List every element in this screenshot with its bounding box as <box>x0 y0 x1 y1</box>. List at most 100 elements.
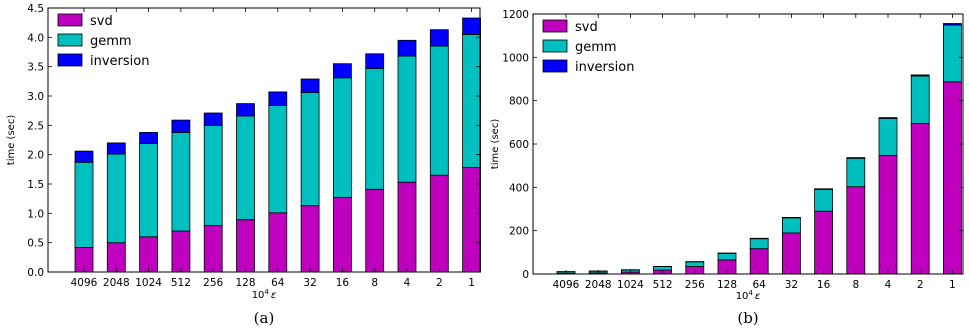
bar-gemm-4096 <box>74 161 94 248</box>
y-tick-label: 0 <box>522 269 529 281</box>
y-tick-label: 1.0 <box>27 208 44 220</box>
bar-inversion-1024 <box>139 131 159 144</box>
plot-frame <box>47 7 481 273</box>
x-tick-label: 512 <box>171 277 191 289</box>
y-tick-label: 3.5 <box>27 62 44 74</box>
bar-svd-1024 <box>139 236 159 273</box>
y-tick-label: 600 <box>509 139 529 151</box>
bar-inversion-32 <box>300 78 320 93</box>
y-tick-label: 400 <box>509 182 529 194</box>
bar-gemm-512 <box>653 266 672 271</box>
x-tick-label: 16 <box>336 277 350 289</box>
bar-inversion-512 <box>171 119 191 133</box>
x-tick-label: 16 <box>817 279 831 291</box>
x-tick-label: 256 <box>203 277 223 289</box>
legend-swatch-inversion <box>542 59 568 73</box>
bar-svd-128 <box>236 219 255 273</box>
legend-label-inversion: inversion <box>575 60 634 75</box>
bar-svd-64 <box>268 212 288 273</box>
x-tick-label: 64 <box>271 277 285 289</box>
bar-gemm-4 <box>878 118 898 156</box>
x-tick-label: 32 <box>303 277 316 289</box>
bar-svd-1 <box>943 81 962 275</box>
bar-inversion-8 <box>365 53 385 69</box>
legend-label-gemm: gemm <box>90 34 132 49</box>
y-tick-label: 0.0 <box>27 267 44 279</box>
legend-swatch-svd <box>542 19 568 33</box>
x-tick-label: 2 <box>917 279 924 291</box>
bar-svd-2 <box>429 174 449 273</box>
y-tick-label: 800 <box>509 96 529 108</box>
x-tick-label: 512 <box>653 279 673 291</box>
bar-svd-8 <box>365 188 385 273</box>
bar-svd-16 <box>332 197 352 273</box>
bar-inversion-16 <box>814 188 833 190</box>
bar-gemm-16 <box>814 189 833 212</box>
y-tick-label: 1200 <box>502 9 529 21</box>
panel-label: (a) <box>254 309 275 327</box>
legend-swatch-inversion <box>57 53 83 67</box>
bar-gemm-8 <box>846 157 866 188</box>
y-axis-label: time (sec) <box>490 119 501 170</box>
bar-inversion-128 <box>236 103 255 117</box>
bar-inversion-4 <box>878 117 898 119</box>
legend-label-inversion: inversion <box>90 54 149 69</box>
y-tick-label: 200 <box>509 226 529 238</box>
x-tick-label: 1 <box>949 279 956 291</box>
y-tick-label: 0.5 <box>27 238 44 250</box>
x-tick-label: 2048 <box>585 279 612 291</box>
legend-swatch-svd <box>57 13 83 27</box>
bar-gemm-32 <box>782 217 801 234</box>
bar-inversion-8 <box>846 157 866 159</box>
y-tick-label: 3.0 <box>27 91 44 103</box>
bar-svd-256 <box>203 225 223 273</box>
bar-inversion-1 <box>462 17 482 35</box>
bar-inversion-256 <box>203 112 223 126</box>
x-tick-label: 128 <box>717 279 737 291</box>
bar-gemm-2 <box>910 75 930 124</box>
bar-svd-32 <box>782 232 801 275</box>
x-tick-label: 1024 <box>135 277 162 289</box>
bar-svd-4 <box>397 181 417 273</box>
y-tick-label: 2.0 <box>27 150 44 162</box>
bar-inversion-16 <box>332 63 352 79</box>
bar-gemm-256 <box>203 124 223 227</box>
bar-gemm-64 <box>268 105 288 214</box>
x-tick-label: 256 <box>685 279 705 291</box>
x-tick-label: 4096 <box>71 277 98 289</box>
bar-gemm-2048 <box>106 153 126 244</box>
bar-inversion-4 <box>397 39 417 57</box>
bar-inversion-2 <box>910 74 930 77</box>
x-axis-label: 104 ε <box>736 289 761 302</box>
bar-gemm-1024 <box>139 143 159 238</box>
x-tick-label: 1024 <box>617 279 644 291</box>
chart-panel-b: 4096 2048 1024 512 256 128 64 32 16 8 4 2 1 0 200 400 60… <box>490 9 964 327</box>
bar-gemm-128 <box>717 252 737 261</box>
legend-label-svd: svd <box>575 20 598 35</box>
bar-inversion-1 <box>943 23 962 26</box>
legend-swatch-gemm <box>542 39 568 53</box>
y-tick-label: 1.5 <box>27 179 44 191</box>
bar-gemm-16 <box>332 77 352 198</box>
bar-svd-2048 <box>106 242 126 273</box>
x-tick-label: 4096 <box>553 279 580 291</box>
bar-svd-2 <box>910 123 930 275</box>
bar-svd-4 <box>878 155 898 275</box>
x-tick-label: 32 <box>785 279 798 291</box>
bar-svd-1 <box>462 167 482 273</box>
y-tick-label: 1000 <box>502 52 529 64</box>
y-axis-label: time (sec) <box>6 115 17 166</box>
bar-svd-8 <box>846 186 866 275</box>
x-axis-label: 104 ε <box>252 288 277 301</box>
panel-label: (b) <box>737 309 758 327</box>
x-tick-label: 2048 <box>103 277 130 289</box>
x-tick-label: 1 <box>468 277 475 289</box>
bar-svd-16 <box>814 210 833 275</box>
bar-gemm-1 <box>462 34 482 168</box>
x-tick-label: 4 <box>404 277 411 289</box>
bar-gemm-512 <box>171 131 191 232</box>
bar-svd-512 <box>171 230 191 273</box>
chart-panel-a: 4096 2048 1024 512 256 128 64 32 16 8 4 2 1 0.0 0.5 1.0… <box>6 3 482 327</box>
legend-label-gemm: gemm <box>575 40 617 55</box>
y-tick-label: 4.5 <box>27 3 44 15</box>
